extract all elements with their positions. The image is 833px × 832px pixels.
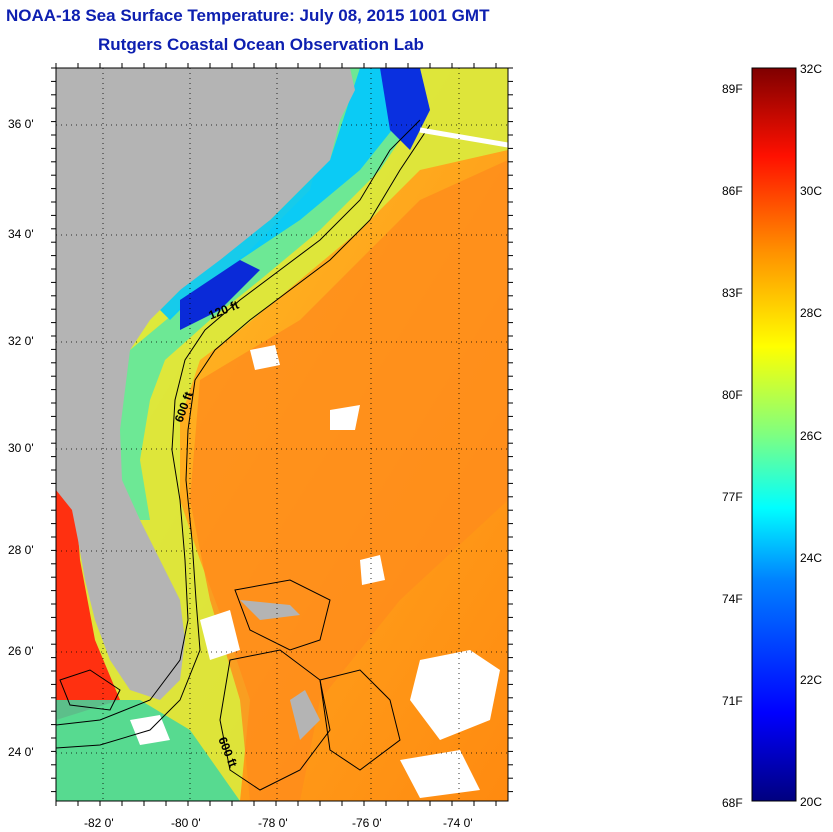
lat-label: 34 0'	[8, 227, 34, 241]
isobath-contours	[56, 119, 431, 791]
map-frame	[55, 67, 509, 802]
lat-label: 32 0'	[8, 334, 34, 348]
graticule	[56, 68, 508, 801]
colorbar	[751, 67, 797, 802]
florida-keys-water	[56, 700, 240, 801]
colorbar-f-label: 77F	[722, 490, 743, 504]
colorbar-f-label: 86F	[722, 184, 743, 198]
bahamas-island	[290, 690, 320, 740]
axis-ticks	[51, 63, 513, 806]
gulf-warm-water	[56, 490, 120, 720]
colorbar-f-label: 83F	[722, 286, 743, 300]
lat-label: 24 0'	[8, 745, 34, 759]
colorbar-c-label: 32C	[800, 62, 823, 76]
map-area	[56, 68, 508, 801]
land-mass	[56, 68, 355, 700]
colorbar-f-label: 71F	[722, 694, 743, 708]
map-title: NOAA-18 Sea Surface Temperature: July 08…	[6, 6, 490, 25]
grand-bahama	[240, 600, 300, 620]
swath-edge-line	[419, 127, 508, 148]
cloud-mask	[130, 345, 500, 798]
gulf-stream	[190, 160, 508, 801]
colorbar-f-label: 68F	[722, 796, 743, 810]
colorbar-c-label: 28C	[800, 306, 823, 320]
lat-label: 36 0'	[8, 117, 34, 131]
lon-label: -74 0'	[443, 816, 473, 830]
colorbar-f-label: 74F	[722, 592, 743, 606]
colorbar-c-label: 20C	[800, 795, 823, 809]
colorbar-f-label: 89F	[722, 82, 743, 96]
colorbar-f-label: 80F	[722, 388, 743, 402]
map-subtitle: Rutgers Coastal Ocean Observation Lab	[98, 35, 424, 54]
colorbar-c-label: 30C	[800, 184, 823, 198]
colorbar-c-label: 26C	[800, 429, 823, 443]
lon-label: -82 0'	[84, 816, 114, 830]
lon-label: -80 0'	[171, 816, 201, 830]
lat-label: 30 0'	[8, 441, 34, 455]
lat-label: 26 0'	[8, 644, 34, 658]
colorbar-c-label: 24C	[800, 551, 823, 565]
sound-cold-water	[380, 68, 430, 150]
lat-label: 28 0'	[8, 543, 34, 557]
lon-label: -76 0'	[352, 816, 382, 830]
inshore-cold-patch	[180, 260, 260, 330]
lon-label: -78 0'	[258, 816, 288, 830]
colorbar-c-label: 22C	[800, 673, 823, 687]
